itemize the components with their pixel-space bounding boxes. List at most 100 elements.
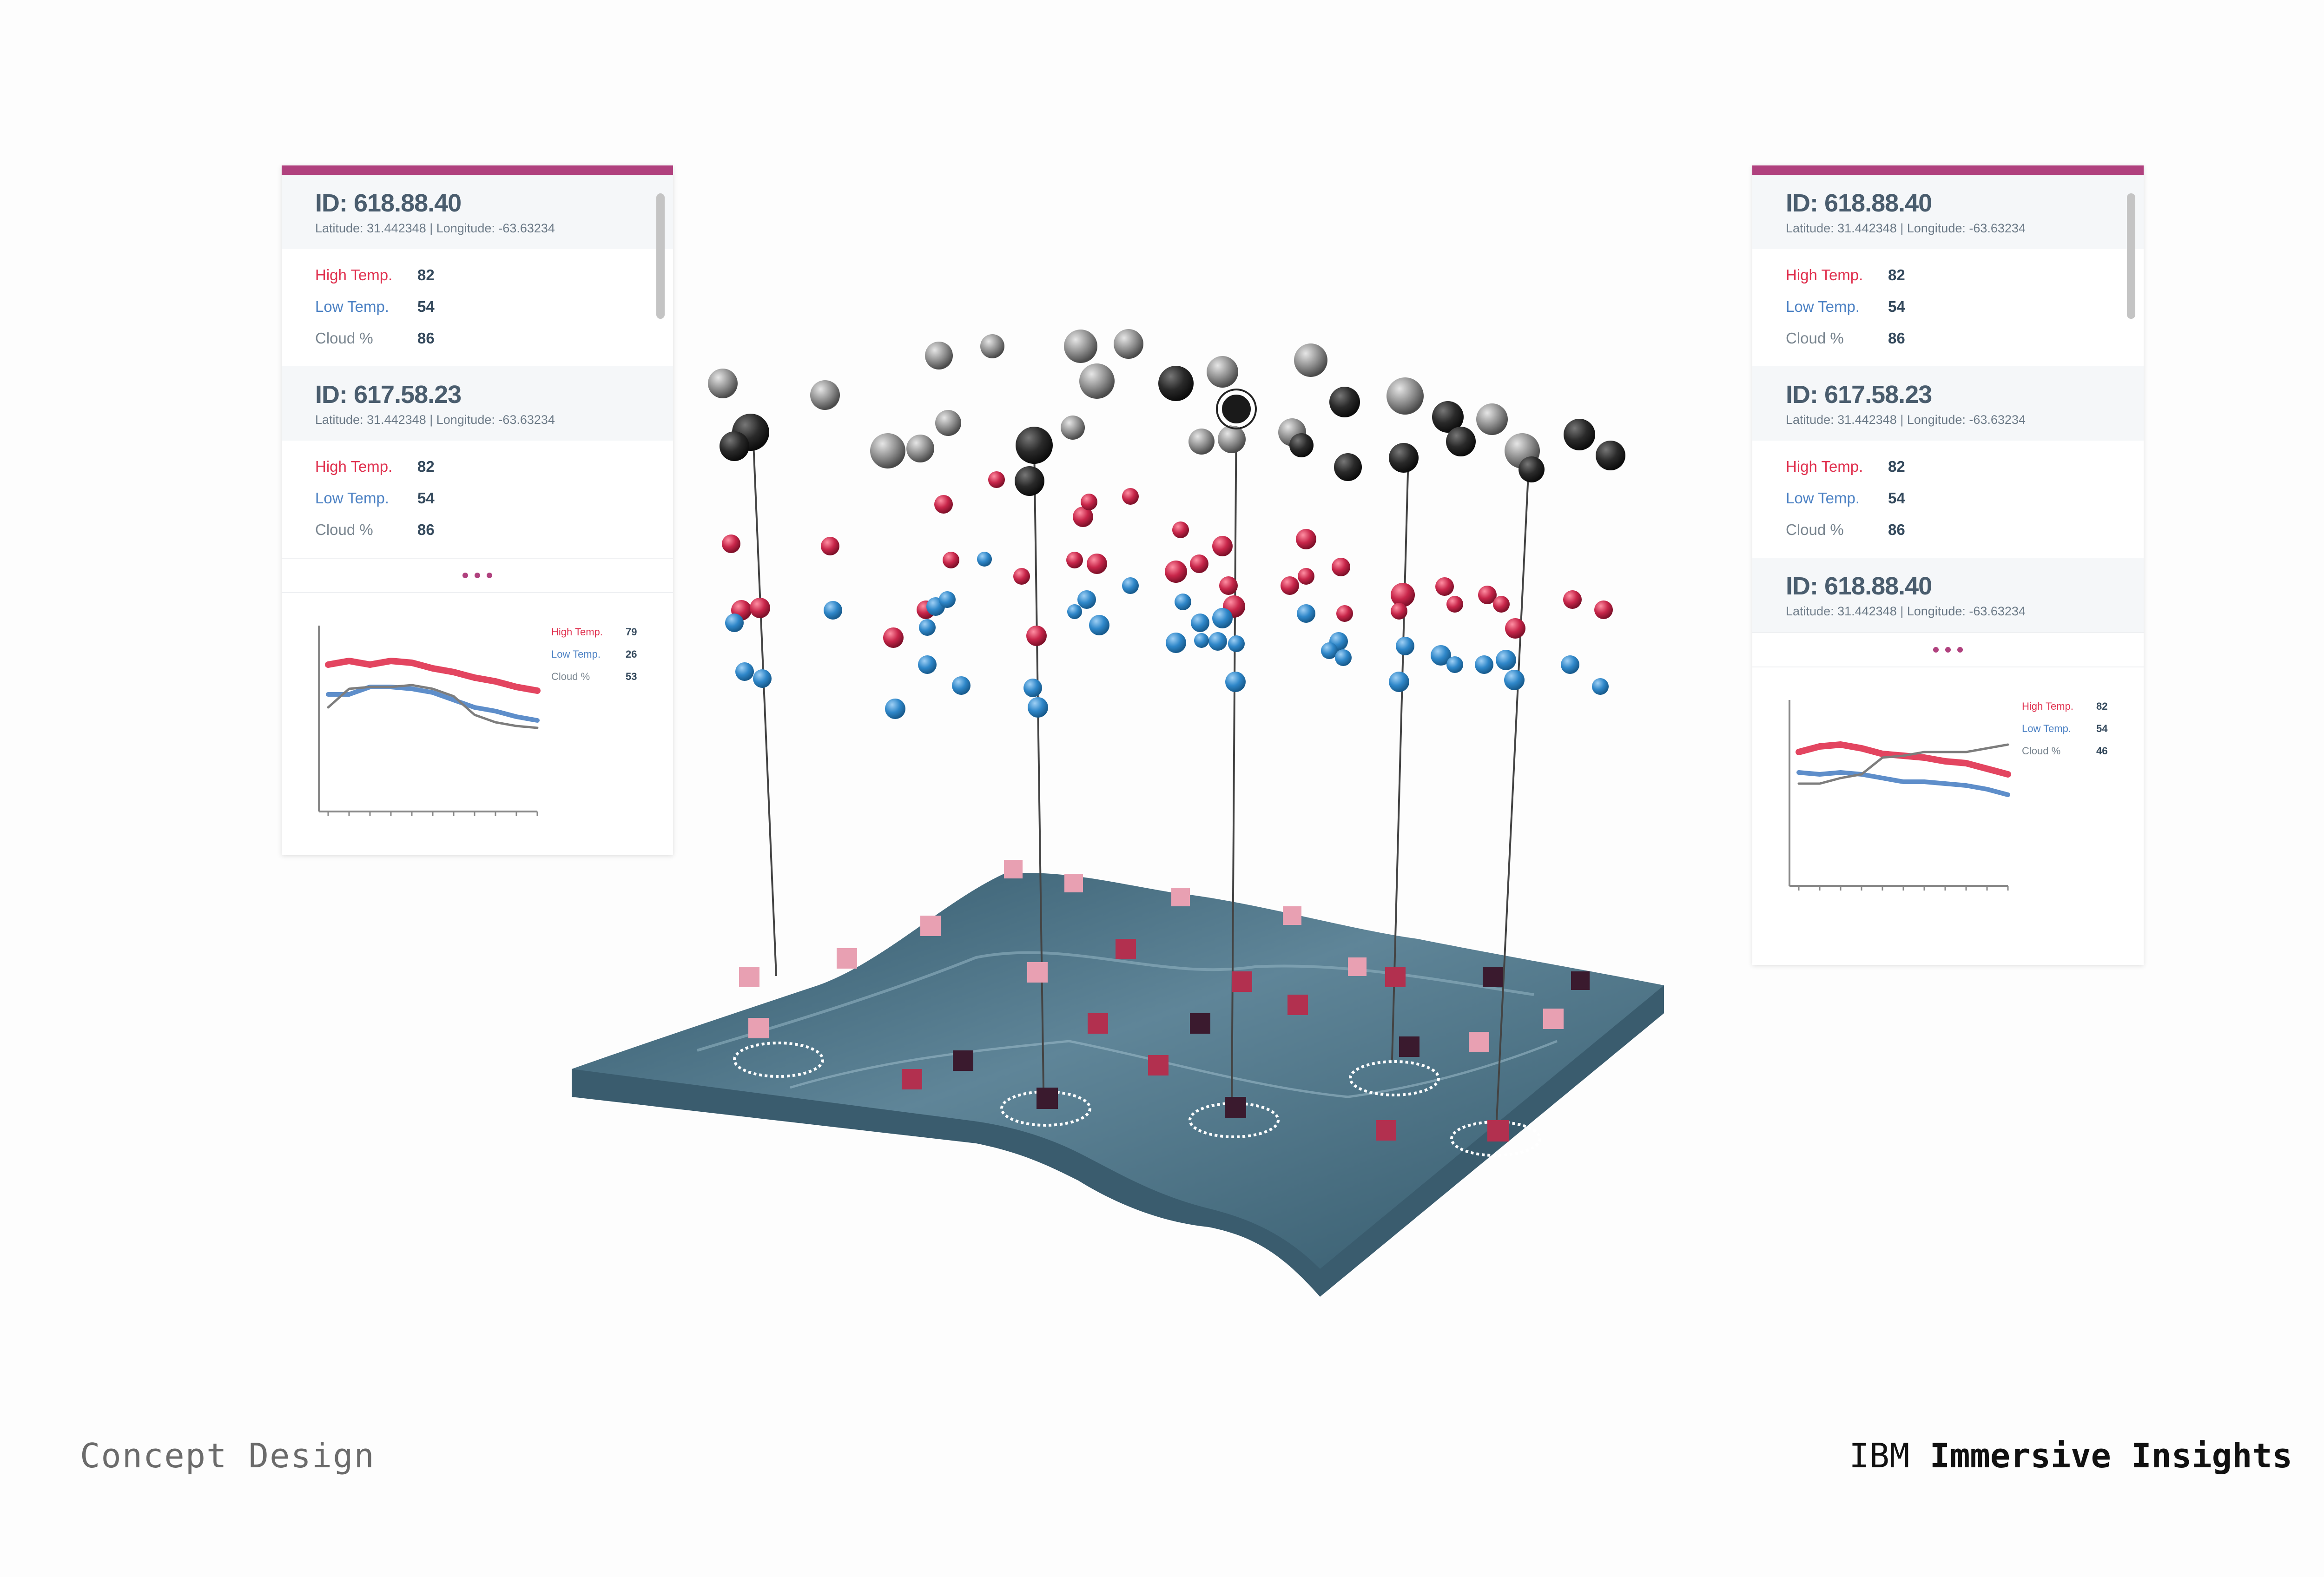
sphere[interactable] [1332, 558, 1350, 576]
sphere[interactable] [753, 669, 772, 688]
sphere[interactable] [1478, 586, 1497, 604]
marker-box[interactable] [902, 1069, 922, 1089]
sphere[interactable] [1592, 678, 1609, 695]
sphere[interactable] [1391, 603, 1407, 620]
sphere[interactable] [1064, 330, 1097, 363]
marker-box[interactable] [920, 916, 941, 936]
sphere[interactable] [1207, 356, 1238, 388]
sphere[interactable] [1475, 655, 1493, 674]
sphere[interactable] [1504, 670, 1525, 690]
sphere[interactable] [1336, 605, 1353, 622]
sphere[interactable] [720, 431, 749, 461]
sphere[interactable] [824, 601, 842, 620]
sphere[interactable] [870, 433, 905, 468]
sphere[interactable] [1073, 507, 1093, 527]
sphere[interactable] [883, 627, 904, 648]
sphere[interactable] [1519, 456, 1545, 482]
sphere[interactable] [1165, 561, 1187, 583]
marker-box[interactable] [837, 948, 857, 969]
sphere[interactable] [1087, 554, 1107, 574]
sphere[interactable] [906, 435, 934, 462]
sphere[interactable] [1028, 697, 1048, 718]
sphere[interactable] [821, 537, 839, 555]
sphere[interactable] [1218, 425, 1246, 453]
scrollbar[interactable] [2127, 193, 2135, 319]
sphere[interactable] [1496, 650, 1516, 670]
more-dots-icon[interactable] [282, 558, 673, 593]
sphere[interactable] [1212, 608, 1233, 628]
sphere[interactable] [1289, 433, 1314, 457]
sphere[interactable] [1594, 600, 1613, 619]
sphere[interactable] [1190, 554, 1208, 573]
sphere[interactable] [1596, 441, 1625, 470]
marker-box[interactable] [1571, 971, 1590, 990]
sphere[interactable] [1172, 521, 1189, 538]
data-entry[interactable]: ID: 618.88.40 Latitude: 31.442348 | Long… [1752, 175, 2144, 366]
sphere[interactable] [934, 495, 953, 514]
data-entry[interactable]: ID: 618.88.40 Latitude: 31.442348 | Long… [282, 175, 673, 366]
marker-box[interactable] [1399, 1036, 1419, 1057]
terrain-map[interactable] [572, 873, 1664, 1297]
sphere[interactable] [1061, 416, 1085, 440]
marker-box[interactable] [1027, 962, 1048, 983]
marker-box[interactable] [1088, 1013, 1108, 1034]
sphere[interactable] [1013, 568, 1030, 585]
marker-box[interactable] [1037, 1088, 1058, 1109]
sphere[interactable] [1563, 590, 1582, 609]
marker-box[interactable] [1376, 1120, 1396, 1141]
marker-box[interactable] [739, 967, 759, 987]
marker-box[interactable] [1483, 967, 1503, 987]
marker-box[interactable] [953, 1050, 973, 1071]
marker-box[interactable] [748, 1018, 769, 1038]
sphere[interactable] [1067, 604, 1082, 619]
sphere[interactable] [919, 619, 936, 636]
marker-box[interactable] [1232, 971, 1252, 992]
selected-sphere[interactable] [1219, 392, 1254, 426]
sphere[interactable] [1505, 618, 1525, 639]
data-entry[interactable]: ID: 617.58.23 Latitude: 31.442348 | Long… [1752, 366, 2144, 558]
sphere[interactable] [1446, 656, 1463, 673]
sphere[interactable] [1476, 403, 1508, 435]
sphere[interactable] [943, 552, 959, 568]
sphere[interactable] [1089, 615, 1109, 635]
sphere[interactable] [1334, 453, 1362, 481]
sphere[interactable] [1114, 329, 1143, 359]
marker-box[interactable] [1283, 906, 1301, 925]
sphere[interactable] [1212, 536, 1233, 556]
sphere[interactable] [750, 598, 770, 618]
ring[interactable] [1349, 1060, 1440, 1096]
sphere[interactable] [1122, 488, 1139, 505]
sphere[interactable] [1077, 590, 1096, 609]
sphere[interactable] [1175, 594, 1191, 610]
marker-box[interactable] [1148, 1055, 1169, 1076]
sphere[interactable] [1389, 672, 1409, 692]
sphere[interactable] [1208, 632, 1227, 651]
sphere[interactable] [1335, 649, 1352, 666]
sphere[interactable] [988, 471, 1005, 488]
sphere[interactable] [1432, 401, 1464, 433]
sphere[interactable] [1391, 583, 1415, 607]
sphere[interactable] [810, 380, 840, 410]
marker-box[interactable] [1064, 874, 1083, 892]
sphere[interactable] [1396, 637, 1414, 655]
sphere[interactable] [1281, 576, 1299, 595]
marker-box[interactable] [1190, 1013, 1210, 1034]
marker-box[interactable] [1385, 967, 1406, 987]
sphere[interactable] [1435, 577, 1454, 596]
sphere[interactable] [1194, 633, 1209, 648]
sphere[interactable] [725, 614, 744, 632]
sphere[interactable] [1294, 343, 1327, 377]
sphere[interactable] [1296, 529, 1316, 549]
sphere[interactable] [980, 334, 1004, 358]
sphere[interactable] [1298, 568, 1314, 585]
terrain-visualization[interactable] [558, 297, 1697, 1320]
marker-box[interactable] [1116, 939, 1136, 959]
sphere[interactable] [1026, 626, 1047, 646]
sphere[interactable] [1321, 642, 1338, 659]
sphere[interactable] [1493, 596, 1510, 613]
sphere[interactable] [1015, 466, 1044, 496]
sphere[interactable] [722, 534, 740, 553]
sphere[interactable] [1166, 633, 1186, 653]
marker-box[interactable] [1225, 1097, 1246, 1118]
sphere[interactable] [1122, 577, 1139, 594]
